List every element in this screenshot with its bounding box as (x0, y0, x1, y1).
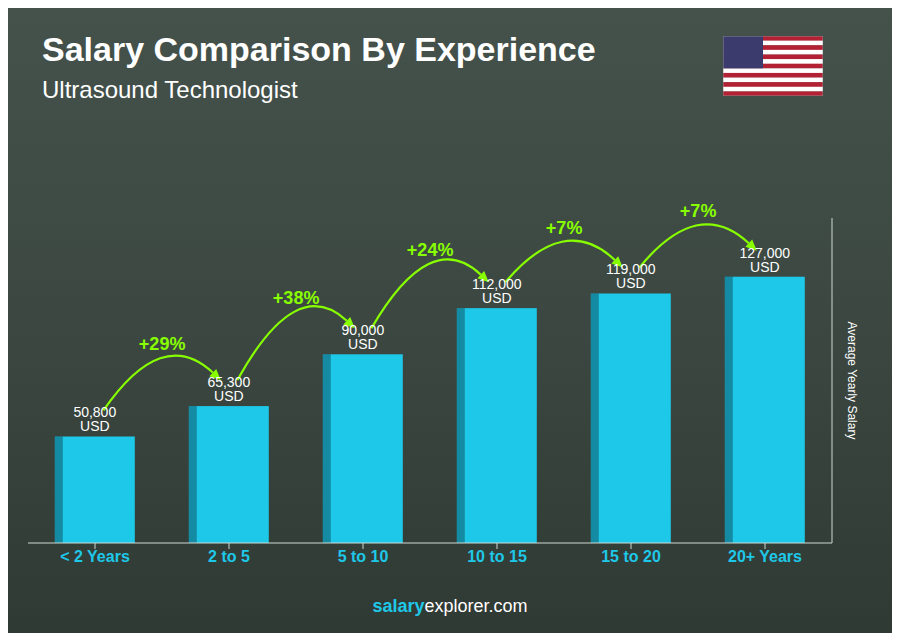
svg-text:65,300USD: 65,300USD (207, 374, 250, 404)
svg-text:+7%: +7% (680, 201, 717, 221)
html-text:salary explorer.com: salary explorer.com (372, 596, 528, 616)
svg-text:Average Yearly Salary: Average Yearly Salary (845, 322, 859, 440)
svg-text:20+ Years: 20+ Years (728, 548, 802, 565)
html-text:Salary Comparison By Experienc: Salary Comparison By Experience (42, 30, 596, 68)
svg-text:50,800USD: 50,800USD (73, 404, 116, 434)
svg-text:+24%: +24% (407, 240, 454, 260)
html-text:Ultrasound Technologist: Ultrasound Technologist (42, 76, 298, 103)
svg-text:< 2 Years: < 2 Years (60, 548, 130, 565)
svg-text:+7%: +7% (546, 218, 583, 238)
svg-text:90,000USD: 90,000USD (341, 322, 384, 352)
svg-text:10 to 15: 10 to 15 (467, 548, 527, 565)
svg-text:+38%: +38% (273, 288, 320, 308)
svg-text:15 to 20: 15 to 20 (601, 548, 661, 565)
svg-text:119,000USD: 119,000USD (606, 261, 656, 291)
svg-text:2 to 5: 2 to 5 (208, 548, 250, 565)
svg-text:112,000USD: 112,000USD (472, 276, 522, 306)
svg-text:5 to 10: 5 to 10 (338, 548, 389, 565)
svg-text:+29%: +29% (139, 334, 186, 354)
svg-text:127,000USD: 127,000USD (739, 245, 790, 275)
